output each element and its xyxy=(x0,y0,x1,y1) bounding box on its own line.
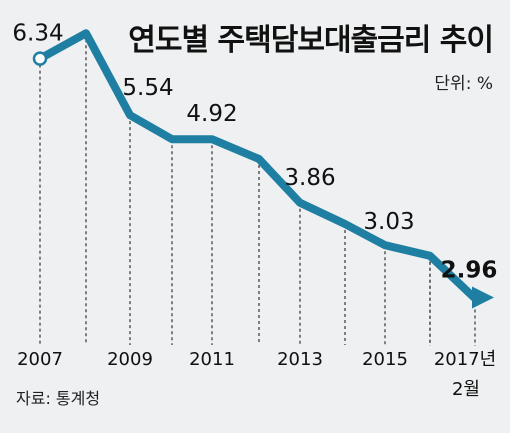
data-label-2009: 5.54 xyxy=(122,75,173,101)
vertical-guide-lines xyxy=(39,33,476,346)
data-label-2011: 4.92 xyxy=(186,101,237,127)
series-line xyxy=(32,29,494,309)
data-labels: 6.34 5.54 4.92 3.86 3.03 2.96 xyxy=(12,21,497,284)
data-label-2017년 2월: 2.96 xyxy=(441,257,498,283)
source-note: 자료: 통계청 xyxy=(16,389,100,408)
x-tick-2015: 2015 xyxy=(362,349,408,370)
x-tick-feb: 2월 xyxy=(452,379,480,400)
unit-label: 단위: % xyxy=(434,74,493,94)
series-path xyxy=(36,29,478,302)
x-tick-2007: 2007 xyxy=(17,349,63,370)
chart-title: 연도별 주택담보대출금리 추이 xyxy=(128,23,493,58)
data-label-2013: 3.86 xyxy=(284,165,335,191)
x-tick-2017: 2017년 xyxy=(434,349,496,370)
arrow-head xyxy=(472,286,494,309)
x-tick-2009: 2009 xyxy=(107,349,153,370)
x-tick-2011: 2011 xyxy=(189,349,235,370)
data-label-2015: 3.03 xyxy=(363,209,414,235)
data-label-2007: 6.34 xyxy=(12,21,63,47)
point-2007 xyxy=(32,51,48,66)
x-tick-2013: 2013 xyxy=(277,349,323,370)
